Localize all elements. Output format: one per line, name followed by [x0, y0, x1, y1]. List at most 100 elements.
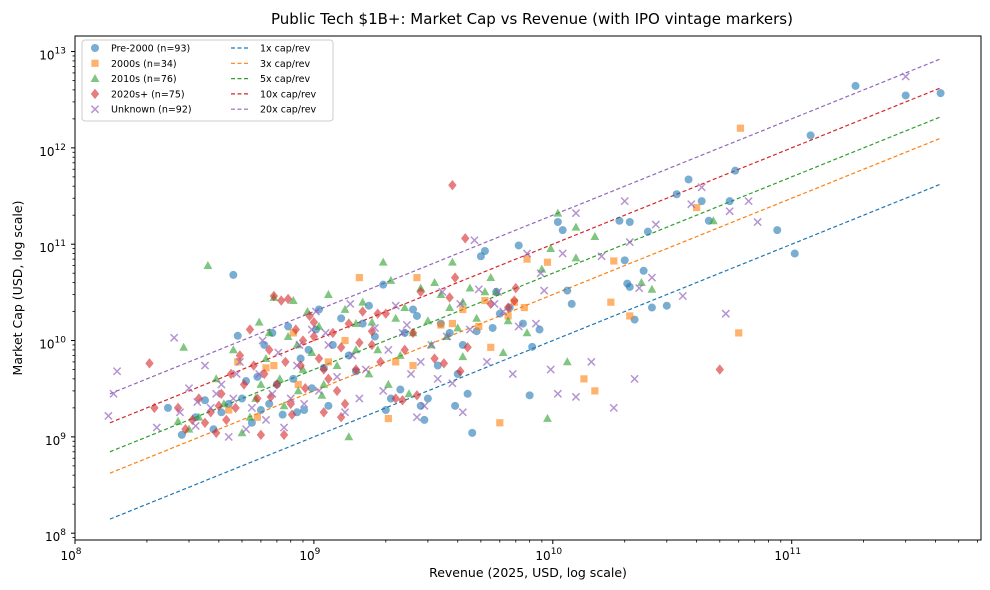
legend-marker — [90, 74, 100, 82]
data-point — [531, 319, 541, 328]
data-point — [465, 283, 475, 292]
data-point — [235, 350, 245, 361]
data-point — [245, 412, 255, 421]
data-point — [324, 358, 333, 366]
data-point — [475, 322, 483, 331]
data-point — [395, 350, 405, 359]
data-point — [351, 364, 361, 375]
data-point — [392, 358, 400, 366]
data-point — [288, 295, 298, 304]
data-point — [400, 302, 410, 311]
data-point — [109, 389, 118, 398]
data-point — [173, 402, 183, 414]
x-axis: 108 109 1010 1011 — [60, 540, 978, 563]
data-point — [647, 303, 656, 312]
data-point — [522, 249, 532, 258]
data-point — [901, 72, 910, 81]
data-point — [412, 311, 421, 320]
data-point — [163, 403, 172, 412]
data-point — [300, 406, 309, 415]
data-point — [465, 325, 475, 334]
data-point — [398, 328, 407, 338]
data-point — [678, 291, 687, 301]
data-point — [540, 286, 549, 295]
data-point — [296, 360, 305, 371]
data-point — [635, 283, 644, 293]
legend-label: 2000s (n=34) — [111, 59, 177, 70]
data-point — [181, 424, 190, 435]
data-point — [437, 321, 445, 329]
data-point — [731, 166, 740, 175]
data-point — [470, 236, 479, 245]
data-point — [319, 364, 328, 375]
data-point — [625, 238, 634, 247]
data-point — [314, 321, 324, 330]
data-point — [278, 410, 287, 419]
data-point — [590, 231, 600, 240]
data-point — [367, 317, 377, 326]
data-point — [708, 216, 718, 225]
data-point — [284, 322, 293, 331]
data-point — [643, 227, 652, 236]
data-point — [448, 379, 457, 388]
data-point — [458, 408, 467, 417]
data-point — [341, 336, 349, 345]
data-point — [563, 286, 572, 295]
data-point — [384, 414, 392, 423]
data-point — [687, 200, 696, 209]
data-point — [281, 356, 290, 368]
data-point — [498, 347, 508, 356]
data-point — [319, 407, 328, 418]
data-point — [279, 401, 289, 410]
data-point — [376, 356, 385, 368]
data-point — [324, 340, 333, 350]
data-point — [423, 394, 432, 403]
data-point — [260, 340, 269, 349]
data-point — [504, 312, 512, 320]
data-point — [481, 296, 489, 305]
data-point — [511, 282, 520, 294]
data-point — [265, 399, 274, 408]
data-point — [279, 429, 289, 441]
data-point — [212, 427, 221, 439]
data-point — [458, 352, 468, 361]
data-point — [412, 390, 422, 401]
data-point — [358, 319, 367, 328]
data-point — [408, 327, 418, 339]
chart-title: Public Tech $1B+: Market Cap vs Revenue … — [271, 10, 793, 28]
data-point — [295, 340, 304, 350]
data-point — [591, 387, 599, 395]
data-point — [324, 401, 333, 410]
data-point — [482, 357, 492, 367]
data-point — [351, 345, 361, 354]
data-point — [456, 299, 465, 309]
y-tick-label: 1013 — [39, 47, 66, 63]
data-point — [404, 389, 414, 398]
data-point — [229, 394, 238, 403]
y-tick-label: 1011 — [39, 239, 66, 255]
data-point — [416, 357, 425, 367]
legend-box — [81, 39, 334, 122]
data-point — [567, 299, 576, 308]
data-point — [725, 197, 734, 206]
data-point — [523, 255, 531, 263]
data-point — [237, 394, 246, 403]
data-point — [311, 307, 321, 316]
data-point — [381, 406, 390, 415]
legend-label: 20x cap/rev — [260, 105, 317, 116]
data-point — [355, 274, 363, 282]
data-point — [546, 365, 555, 374]
series-x — [104, 72, 910, 442]
data-point — [307, 384, 316, 393]
data-point — [400, 328, 409, 337]
data-point — [179, 342, 189, 351]
data-point — [450, 272, 460, 283]
data-point — [684, 175, 693, 184]
data-point — [461, 233, 470, 244]
x-axis-label: Revenue (2025, USD, log scale) — [429, 565, 627, 580]
data-point — [379, 280, 388, 289]
data-point — [433, 374, 442, 384]
data-point — [145, 358, 154, 369]
data-point — [520, 303, 528, 312]
data-point — [637, 277, 646, 286]
